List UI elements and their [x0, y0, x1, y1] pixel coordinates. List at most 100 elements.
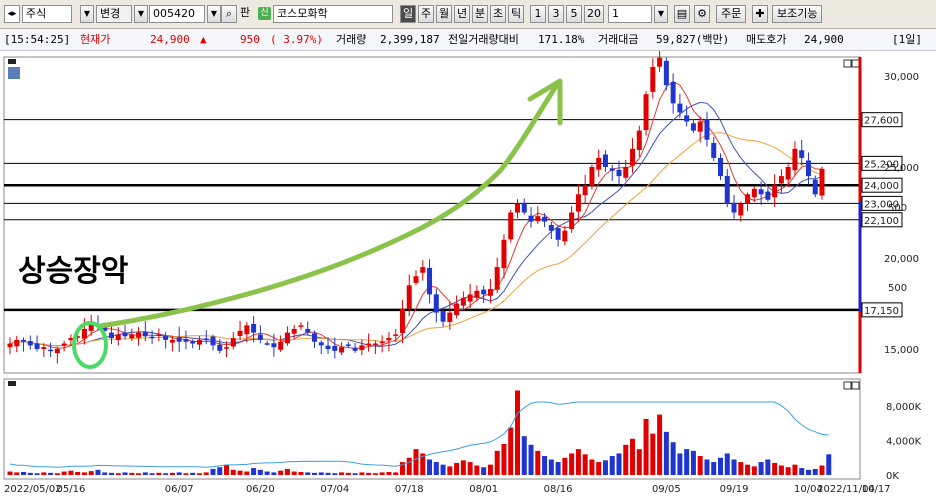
candle	[542, 212, 548, 227]
candle	[14, 335, 20, 353]
candle	[501, 234, 507, 279]
market-dropdown-icon[interactable]: ▼	[80, 5, 94, 23]
candle	[623, 159, 629, 181]
volume-bar	[54, 473, 60, 475]
interval-20-button[interactable]: 20	[584, 5, 604, 23]
volume-bar	[528, 444, 534, 475]
panel-tag-icon	[8, 67, 20, 79]
candle	[819, 166, 825, 200]
volume-bar	[663, 431, 669, 475]
volume-bar	[805, 469, 811, 475]
candle	[406, 274, 412, 317]
volume-bar	[792, 464, 798, 475]
candle	[372, 340, 378, 355]
volume-bar	[271, 472, 277, 475]
pan-label: 판	[240, 6, 251, 19]
candle	[203, 330, 209, 345]
candle	[264, 340, 270, 346]
stock-code-input[interactable]: 005420	[149, 5, 205, 23]
volume-tick-label: 4,000K	[886, 437, 922, 448]
indicator-button[interactable]: 보조기능	[772, 5, 823, 23]
period-month-button[interactable]: 월	[436, 5, 452, 23]
price-chart-svg[interactable]: 27,600 25,200 24,000 23,000 22,100 17,150 상승장…	[0, 50, 936, 496]
interval-value-input[interactable]: 1	[608, 5, 652, 23]
date-tick-label: 10/04	[794, 484, 823, 495]
level-label-text: 24,000	[864, 181, 899, 192]
candle	[379, 335, 385, 353]
search-icon[interactable]: ⌕	[221, 5, 237, 23]
volume-bar	[589, 459, 595, 475]
volume-bar	[34, 473, 40, 475]
candle	[508, 209, 514, 243]
volume-bar	[345, 472, 351, 475]
save-icon[interactable]: ▤	[674, 5, 690, 23]
candle	[21, 337, 27, 352]
interval-1-button[interactable]: 1	[530, 5, 546, 23]
volume-bar	[399, 462, 405, 475]
candle	[224, 341, 230, 358]
volume-bar	[487, 464, 493, 475]
volume-bar	[163, 473, 169, 475]
interval-3-button[interactable]: 3	[548, 5, 564, 23]
change-button[interactable]: 변경	[96, 5, 132, 23]
order-button[interactable]: 주문	[716, 5, 747, 23]
candle	[690, 119, 696, 133]
chart-area[interactable]: 27,600 25,200 24,000 23,000 22,100 17,150 상승장…	[0, 50, 936, 496]
stock-name-field[interactable]: 코스모화학	[273, 5, 393, 23]
price-tick-label: 20,000	[884, 254, 919, 265]
period-year-button[interactable]: 년	[454, 5, 470, 23]
period-week-button[interactable]: 주	[418, 5, 434, 23]
candle	[210, 334, 216, 351]
volume-bar	[562, 457, 568, 475]
volume-bar	[467, 462, 473, 475]
volume-bar	[109, 472, 114, 475]
date-tick-label: 05/16	[56, 484, 85, 495]
market-select[interactable]: 주식	[22, 5, 72, 23]
volume-bar	[751, 466, 757, 475]
nav-arrows-button[interactable]: ◂▸	[4, 5, 20, 23]
amount-label: 거래대금	[598, 33, 639, 46]
period-tag: [1일]	[892, 33, 922, 46]
volume-bar	[481, 467, 487, 475]
candle	[427, 259, 433, 304]
code-history-dropdown-icon[interactable]: ▼	[207, 5, 221, 23]
volume-bar	[75, 471, 81, 475]
interval-dropdown-icon[interactable]: ▼	[654, 5, 668, 23]
volume-bar	[745, 464, 751, 475]
level-label-text: 25,200	[864, 159, 899, 170]
candle	[237, 320, 243, 341]
volume-bar	[122, 472, 128, 475]
volume-bar	[826, 454, 832, 475]
volume-bar	[142, 472, 148, 475]
code-dropdown-icon[interactable]: ▼	[134, 5, 148, 23]
candle	[636, 125, 642, 157]
candle	[115, 327, 121, 346]
date-tick-label: 06/20	[246, 484, 275, 495]
period-second-button[interactable]: 초	[490, 5, 506, 23]
volume-bar	[670, 442, 676, 475]
candle	[467, 283, 473, 309]
volume-bar	[217, 467, 223, 475]
candle	[284, 326, 290, 346]
date-tick-label: 2022/05/02	[4, 484, 62, 495]
volume-bar	[291, 471, 297, 475]
volume-bar	[555, 462, 561, 475]
volume-bar	[508, 427, 514, 475]
interval-5-button[interactable]: 5	[566, 5, 582, 23]
volume-bar	[210, 468, 216, 475]
period-day-button[interactable]: 일	[400, 5, 416, 23]
volume-bar	[284, 468, 290, 475]
volume-bar	[724, 453, 730, 475]
candle	[805, 152, 811, 185]
period-minute-button[interactable]: 분	[472, 5, 488, 23]
volume-label: 거래량	[336, 33, 367, 46]
add-icon[interactable]: ✚	[752, 5, 768, 23]
candle	[454, 295, 460, 319]
gear-icon[interactable]: ⚙	[694, 5, 710, 23]
volume-bar	[778, 465, 784, 475]
volume-bar	[203, 472, 209, 475]
candle	[251, 316, 257, 343]
candle	[291, 325, 297, 339]
volume-bar	[501, 443, 507, 475]
period-tick-button[interactable]: 틱	[508, 5, 524, 23]
